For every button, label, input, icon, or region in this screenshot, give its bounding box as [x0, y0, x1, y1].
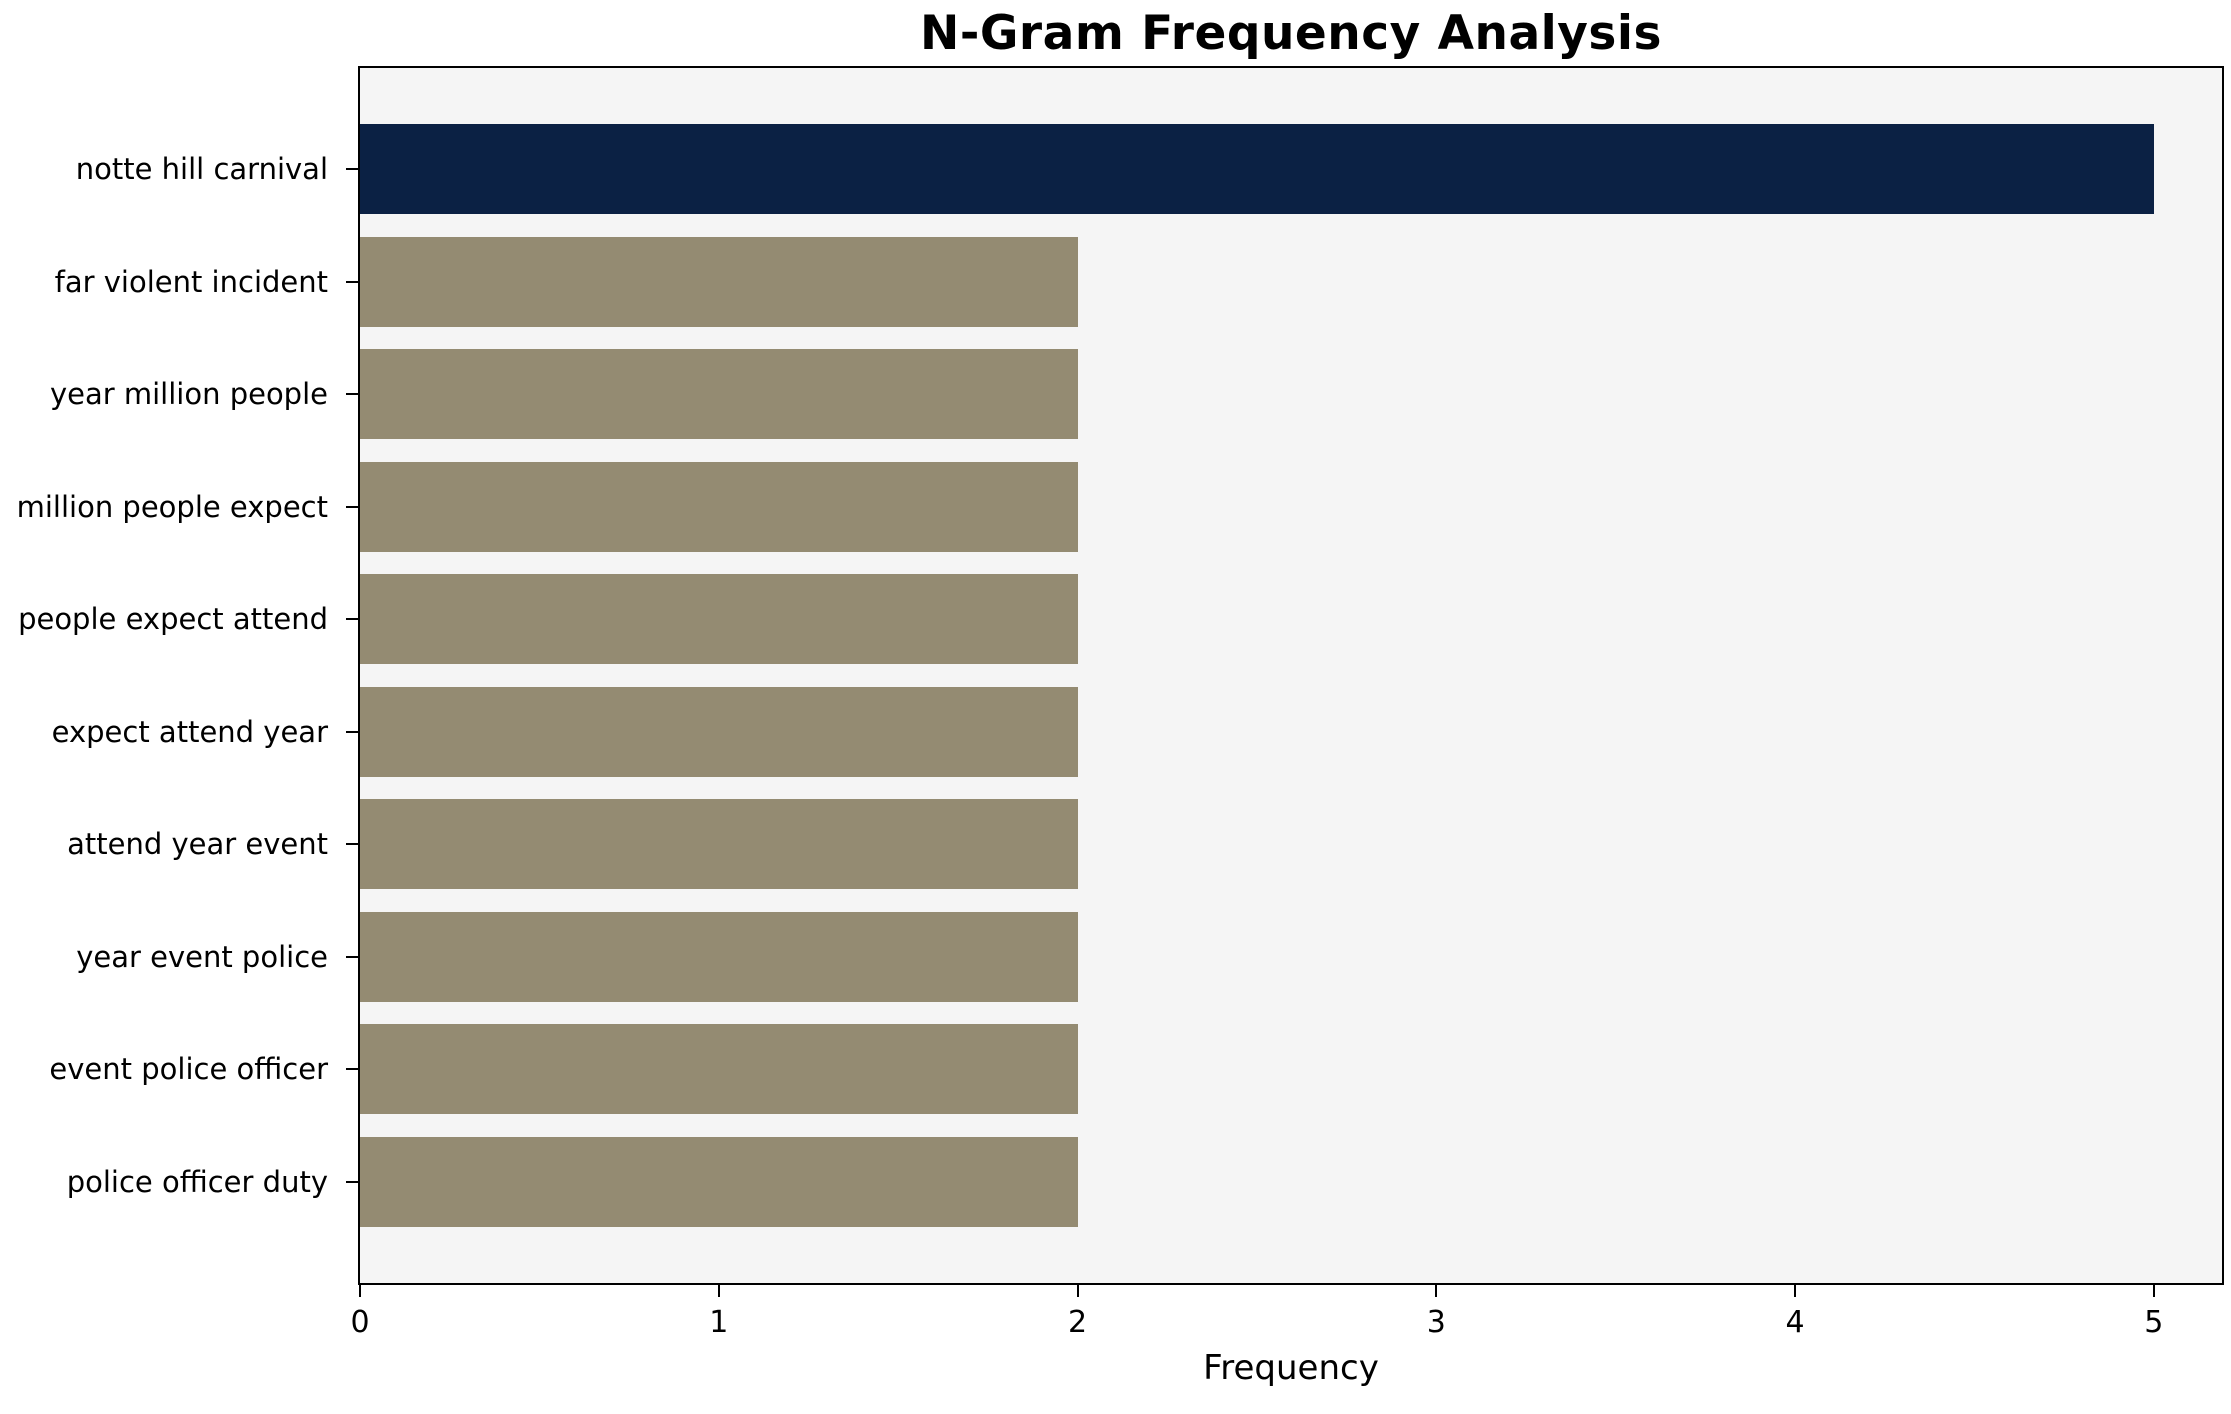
bar — [360, 1024, 1078, 1115]
bar — [360, 1136, 1078, 1227]
y-tick-label: year event police — [76, 939, 328, 974]
y-tick-mark — [346, 1068, 358, 1071]
x-tick-label: 3 — [1426, 1305, 1446, 1340]
bar — [360, 686, 1078, 777]
x-tick-mark — [1076, 1285, 1079, 1297]
x-tick-mark — [1435, 1285, 1438, 1297]
x-axis-title: Frequency — [1203, 1348, 1379, 1388]
bar — [360, 911, 1078, 1002]
plot-area — [358, 66, 2224, 1285]
bar — [360, 236, 1078, 327]
x-axis: 0 1 2 3 4 5 — [350, 1285, 2224, 1380]
y-tick-label: million people expect — [16, 489, 328, 524]
y-tick-label: far violent incident — [54, 264, 328, 299]
chart-title: N-Gram Frequency Analysis — [920, 6, 1662, 61]
bar — [360, 349, 1078, 440]
bar — [360, 461, 1078, 552]
x-tick-mark — [717, 1285, 720, 1297]
y-tick-label: event police officer — [49, 1052, 328, 1087]
x-tick-label: 4 — [1785, 1305, 1805, 1340]
y-tick-mark — [346, 618, 358, 621]
bar — [360, 124, 2154, 215]
y-tick-mark — [346, 955, 358, 958]
y-tick-mark — [346, 393, 358, 396]
y-tick-mark — [346, 843, 358, 846]
y-tick-label: attend year event — [67, 827, 328, 862]
bar — [360, 799, 1078, 890]
y-tick-mark — [346, 280, 358, 283]
y-tick-mark — [346, 505, 358, 508]
y-tick-label: police officer duty — [66, 1164, 328, 1199]
x-tick-label: 2 — [1067, 1305, 1088, 1340]
x-tick-mark — [2152, 1285, 2155, 1297]
y-tick-label: notte hill carnival — [75, 152, 328, 187]
y-tick-label: year million people — [49, 377, 328, 412]
bar — [360, 574, 1078, 665]
y-tick-label: people expect attend — [18, 602, 328, 637]
y-tick-mark — [346, 730, 358, 733]
x-tick-mark — [359, 1285, 361, 1297]
x-tick-mark — [1794, 1285, 1797, 1297]
x-tick-label: 0 — [350, 1305, 370, 1340]
y-tick-mark — [346, 1180, 358, 1183]
x-tick-label: 5 — [2144, 1305, 2164, 1340]
y-axis: notte hill carnival far violent incident y… — [0, 66, 358, 1285]
y-tick-label: expect attend year — [51, 714, 328, 749]
x-tick-label: 1 — [709, 1305, 729, 1340]
y-tick-mark — [346, 168, 358, 171]
